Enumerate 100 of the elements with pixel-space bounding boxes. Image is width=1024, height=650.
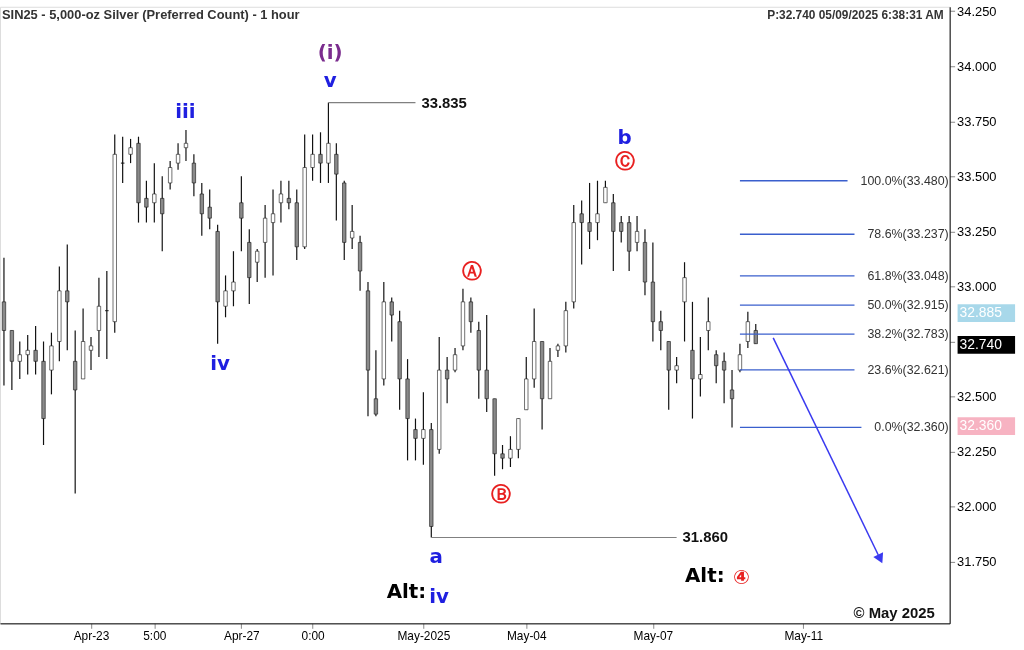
- candlestick: [168, 160, 173, 191]
- candlestick: [191, 153, 196, 197]
- y-tick-label: 33.750: [957, 113, 997, 129]
- annotation: iii: [175, 99, 196, 123]
- candlestick: [500, 444, 505, 470]
- candlestick: [508, 435, 513, 468]
- annotation: b: [617, 125, 632, 149]
- candlestick: [25, 334, 30, 376]
- x-tick-label: 0:00: [301, 628, 326, 643]
- candlestick: [128, 138, 133, 164]
- candlestick: [753, 323, 758, 345]
- ref-line-label: 38.2%(32.783): [867, 327, 949, 342]
- candlestick: [326, 101, 331, 184]
- candlestick: [579, 199, 584, 266]
- chart-title: SIN25 - 5,000-oz Silver (Preferred Count) - 1 hour: [1, 6, 300, 22]
- candlestick: [745, 311, 750, 349]
- candlestick: [413, 417, 418, 462]
- candlestick: [674, 356, 679, 384]
- candlestick: [231, 250, 236, 307]
- candlestick: [176, 142, 181, 171]
- candlestick: [17, 340, 22, 380]
- text: 32.360: [959, 417, 1003, 434]
- candlestick: [587, 182, 592, 250]
- candlestick: [389, 296, 394, 343]
- candlestick: [199, 182, 204, 237]
- candlestick: [286, 180, 291, 210]
- annotation: v: [323, 69, 337, 93]
- candlestick: [373, 349, 378, 417]
- x-tick-label: Apr-27: [224, 628, 260, 643]
- candlestick: [120, 136, 125, 184]
- x-tick-label: May-04: [506, 628, 547, 643]
- annotation: a: [429, 544, 443, 568]
- annotation: ④: [733, 565, 750, 589]
- x-tick-label: May-2025: [397, 628, 451, 643]
- ref-line-label: 33.835: [421, 94, 467, 111]
- y-tick-label: 34.000: [957, 58, 997, 74]
- ref-line-label: 0.0%(32.360): [874, 420, 949, 435]
- annotation: Ⓑ: [490, 483, 511, 507]
- x-tick-label: May-07: [633, 628, 674, 643]
- annotation: (i): [317, 41, 343, 65]
- candlestick: [722, 351, 727, 404]
- x-tick-label: May-11: [784, 628, 824, 643]
- candlestick: [729, 369, 735, 428]
- annotation: Alt:: [685, 563, 725, 587]
- candlestick: [445, 356, 450, 404]
- y-tick-label: 32.000: [957, 499, 997, 515]
- candlestick: [270, 188, 276, 277]
- candlestick: [223, 274, 228, 318]
- candlestick: [310, 133, 315, 182]
- y-tick-label: 33.250: [957, 223, 997, 239]
- x-tick-label: 5:00: [143, 628, 167, 643]
- candlestick: [698, 336, 703, 398]
- ref-line-label: 50.0%(32.915): [867, 298, 949, 313]
- candlestick: [318, 131, 323, 184]
- candlestick: [33, 325, 38, 376]
- candlestick: [350, 204, 355, 250]
- y-tick-label: 33.000: [957, 278, 997, 294]
- candlestick: [88, 336, 94, 371]
- y-tick-label: 32.250: [957, 444, 997, 460]
- annotation: Ⓒ: [614, 150, 635, 174]
- candlestick: [278, 180, 283, 224]
- candlestick: [207, 188, 212, 230]
- candlestick: [595, 180, 600, 241]
- annotation: iv: [210, 351, 230, 375]
- y-tick-label: 32.500: [957, 389, 997, 405]
- y-tick-label: 33.500: [957, 168, 997, 184]
- y-tick-label: 31.750: [957, 554, 997, 570]
- candlestick: [453, 347, 458, 373]
- candlestick: [65, 244, 70, 351]
- candlestick: [144, 180, 149, 224]
- candlestick: [152, 162, 157, 224]
- x-tick-label: Apr-23: [73, 628, 110, 643]
- ref-line-label: 31.860: [682, 529, 729, 546]
- candlestick: [658, 310, 663, 351]
- ref-line-label: 78.6%(33.237): [867, 227, 949, 242]
- candlestick: [714, 349, 719, 384]
- candlestick: [603, 180, 608, 204]
- candlestick: [104, 270, 109, 360]
- text: 32.885: [959, 304, 1003, 321]
- annotation: iv: [429, 584, 450, 608]
- candlestick: [737, 343, 742, 373]
- candlestick: [635, 215, 640, 252]
- candlestick: [160, 175, 165, 252]
- chart-subtitle: P:32.740 05/09/2025 6:38:31 AM: [767, 7, 944, 22]
- candlestick: [334, 142, 339, 221]
- ref-line-label: 100.0%(33.480): [860, 173, 949, 188]
- candlestick: [183, 129, 189, 162]
- annotation: © May 2025: [853, 605, 935, 622]
- text: 32.740: [959, 335, 1003, 352]
- annotation: Alt:: [386, 579, 427, 603]
- candlestick: [468, 296, 473, 334]
- candlestick: [619, 215, 624, 243]
- y-tick-label: 34.250: [957, 3, 997, 19]
- candlestick: [255, 248, 260, 283]
- candlestick: [239, 175, 244, 252]
- ref-line-label: 61.8%(33.048): [867, 268, 949, 283]
- candlestick: [421, 391, 426, 466]
- candlestick: [706, 296, 711, 351]
- ref-line-label: 23.6%(32.621): [867, 362, 949, 377]
- annotation: Ⓐ: [461, 260, 482, 284]
